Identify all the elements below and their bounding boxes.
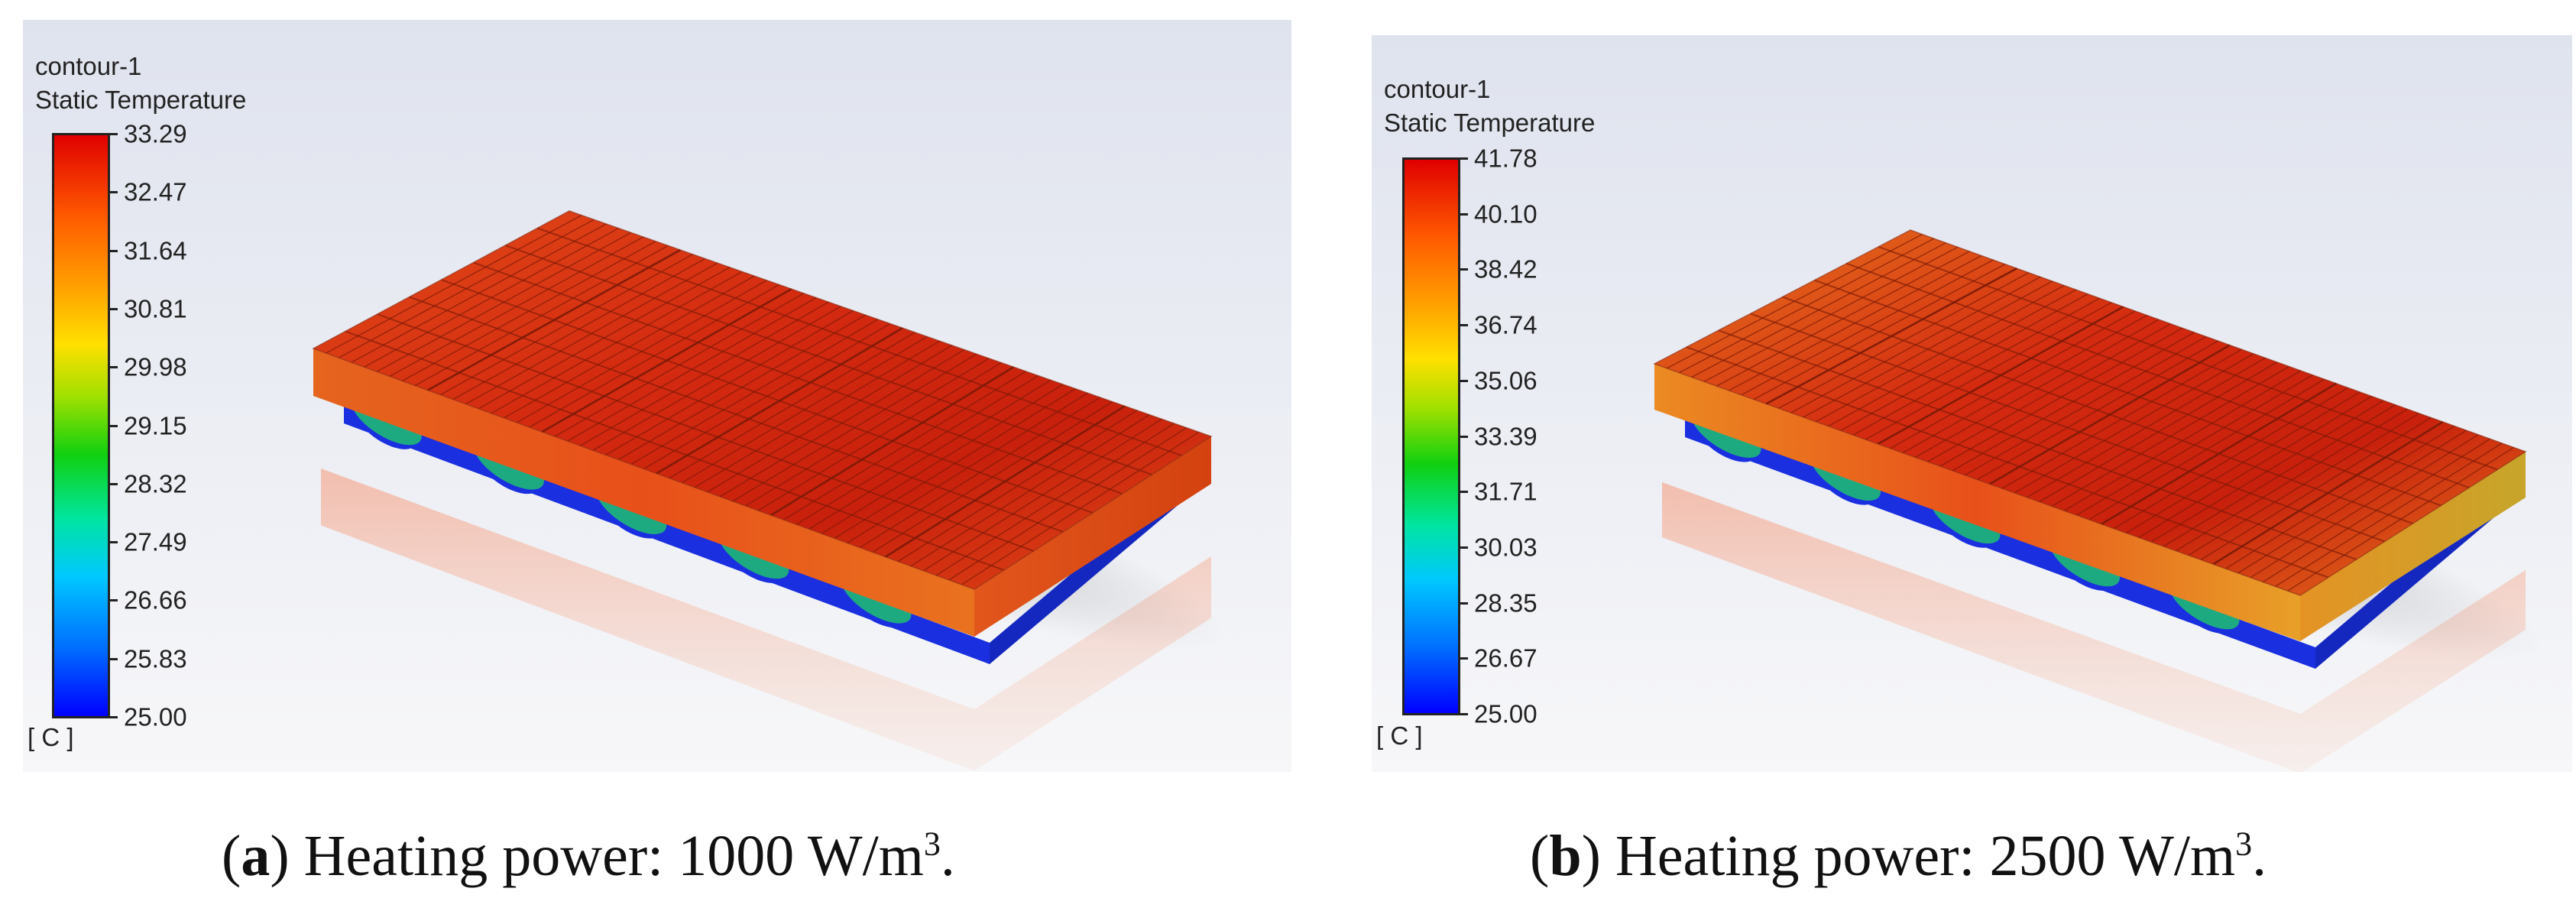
caption-a: (a) Heating power: 1000 W/m3.	[222, 824, 955, 888]
battery-pack-render	[1653, 229, 2542, 772]
caption-end: .	[940, 824, 955, 888]
tick-mark	[1460, 713, 1468, 715]
caption-superscript: 3	[2235, 825, 2253, 863]
tick-mark	[110, 482, 118, 485]
contour-panel-b: contour-1 Static Temperature 41.78 40.10 3…	[1372, 35, 2572, 772]
legend-title: contour-1	[1384, 75, 1491, 103]
tick-mark	[110, 191, 118, 194]
unit-label: [ C ]	[1376, 721, 1423, 750]
unit-label: [ C ]	[28, 723, 74, 751]
tick-label: 25.00	[124, 702, 187, 731]
tick-mark	[110, 424, 118, 427]
caption-text: Heating power: 1000 W/m	[303, 824, 924, 888]
tick-label: 30.03	[1474, 533, 1537, 562]
caption-superscript: 3	[923, 825, 941, 863]
tick-label: 29.15	[124, 411, 187, 439]
tick-mark	[1460, 268, 1468, 271]
tick-mark	[110, 133, 118, 135]
tick-mark	[110, 541, 118, 544]
legend-variable: Static Temperature	[1384, 109, 1596, 137]
tick-label: 27.49	[124, 527, 187, 556]
tick-label: 30.81	[124, 294, 187, 323]
tick-label: 26.66	[124, 585, 187, 614]
tick-mark	[1460, 324, 1468, 327]
tick-label: 25.83	[124, 644, 187, 673]
tick-mark	[1460, 657, 1468, 660]
color-bar	[1402, 157, 1460, 715]
caption-b: (b) Heating power: 2500 W/m3.	[1530, 824, 2267, 888]
tick-mark	[1460, 379, 1468, 382]
tick-label: 26.67	[1474, 644, 1537, 673]
tick-label: 31.71	[1474, 477, 1537, 506]
tick-label: 36.74	[1474, 310, 1537, 339]
tick-mark	[110, 366, 118, 369]
tick-mark	[110, 249, 118, 252]
tick-label: 41.78	[1474, 144, 1537, 173]
tick-mark	[1460, 212, 1468, 216]
contour-panel-a: contour-1 Static Temperature 33.29 32.47 3…	[23, 20, 1291, 772]
tick-mark	[1460, 435, 1468, 438]
caption-text: Heating power: 2500 W/m	[1615, 824, 2236, 888]
caption-letter: b	[1549, 824, 1582, 888]
tick-label: 28.35	[1474, 588, 1537, 618]
color-bar	[52, 133, 110, 718]
tick-mark	[110, 716, 118, 718]
tick-mark	[110, 307, 118, 310]
caption-letter: a	[241, 824, 271, 888]
legend-title: contour-1	[35, 52, 142, 80]
tick-label: 33.39	[1474, 422, 1537, 450]
tick-label: 38.42	[1474, 255, 1537, 284]
tick-mark	[110, 599, 118, 602]
tick-mark	[110, 657, 118, 660]
tick-label: 35.06	[1474, 366, 1537, 395]
tick-label: 33.29	[124, 119, 187, 148]
caption-end: .	[2252, 824, 2267, 888]
tick-label: 28.32	[124, 469, 187, 498]
tick-mark	[1460, 491, 1468, 494]
tick-mark	[1460, 601, 1468, 605]
tick-label: 25.00	[1474, 699, 1537, 728]
tick-label: 40.10	[1474, 199, 1537, 229]
tick-label: 29.98	[124, 352, 187, 381]
tick-label: 32.47	[124, 177, 187, 206]
tick-label: 31.64	[124, 236, 187, 265]
battery-pack-render	[312, 210, 1226, 771]
legend-variable: Static Temperature	[35, 86, 247, 114]
tick-mark	[1460, 546, 1468, 549]
tick-mark	[1460, 157, 1468, 160]
